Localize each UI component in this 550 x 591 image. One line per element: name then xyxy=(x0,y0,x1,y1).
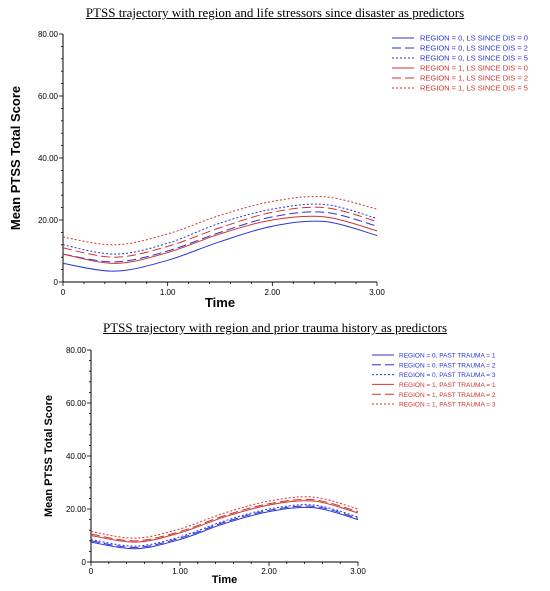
x-tick-label: 1.00 xyxy=(172,567,188,576)
chart-2: 0 20.00 40.00 60.00 80.00 0 1.00 2.00 3.00 Time Me… xyxy=(43,346,496,586)
series-line-4 xyxy=(90,500,359,543)
legend-label: REGION = 1, PAST TRAUMA = 1 xyxy=(399,382,496,389)
legend-label: REGION = 0, LS SINCE DIS = 0 xyxy=(420,34,528,43)
y-tick-label: 20.00 xyxy=(66,505,87,514)
x-tick-label: 0 xyxy=(89,567,94,576)
chart-1: 0 20.00 40.00 60.00 80.00 0 1.00 2.00 3.00 Time Me… xyxy=(8,30,528,310)
series-line-1 xyxy=(62,220,378,272)
series-line-5 xyxy=(90,498,359,542)
series-line-5 xyxy=(62,206,378,258)
x-axis-title: Time xyxy=(212,574,237,586)
series-line-3 xyxy=(90,504,359,547)
y-tick-label: 40.00 xyxy=(38,154,59,163)
y-tick-label: 60.00 xyxy=(38,92,59,101)
series-line-2 xyxy=(62,211,378,263)
legend-label: REGION = 0, PAST TRAUMA = 3 xyxy=(399,372,496,379)
series-line-6 xyxy=(62,195,378,246)
x-tick-label: 2.00 xyxy=(261,567,277,576)
series-line-1 xyxy=(90,506,359,550)
y-axis-title: Mean PTSS Total Score xyxy=(8,86,23,230)
y-axis-title: Mean PTSS Total Score xyxy=(43,395,55,517)
y-tick-label: 60.00 xyxy=(66,399,87,408)
x-tick-label: 3.00 xyxy=(350,567,366,576)
y-tick-label: 40.00 xyxy=(66,452,87,461)
legend-label: REGION = 0, PAST TRAUMA = 2 xyxy=(399,362,496,369)
y-tick-label: 0 xyxy=(82,558,87,567)
y-tick-label: 0 xyxy=(54,278,59,287)
series-line-6 xyxy=(90,496,359,539)
x-tick-label: 2.00 xyxy=(265,288,281,297)
x-tick-label: 3.00 xyxy=(369,288,385,297)
legend-label: REGION = 1, LS SINCE DIS = 5 xyxy=(420,84,528,93)
x-axis-title: Time xyxy=(205,295,235,310)
x-tick-label: 0 xyxy=(61,288,66,297)
legend-label: REGION = 0, LS SINCE DIS = 5 xyxy=(420,54,528,63)
series-line-3 xyxy=(62,203,378,255)
chart-2-title: PTSS trajectory with region and prior tr… xyxy=(102,320,448,335)
legend-label: REGION = 0, PAST TRAUMA = 1 xyxy=(399,353,496,360)
series-line-2 xyxy=(90,505,359,548)
legend-label: REGION = 1, LS SINCE DIS = 0 xyxy=(420,64,528,73)
legend-label: REGION = 1, PAST TRAUMA = 3 xyxy=(399,402,496,409)
legend-label: REGION = 0, LS SINCE DIS = 2 xyxy=(420,44,528,53)
legend-label: REGION = 1, PAST TRAUMA = 2 xyxy=(399,392,496,399)
y-tick-label: 80.00 xyxy=(38,30,59,39)
chart-1-title: PTSS trajectory with region and life str… xyxy=(85,5,465,20)
x-tick-label: 1.00 xyxy=(160,288,176,297)
legend-label: REGION = 1, LS SINCE DIS = 2 xyxy=(420,74,528,83)
y-tick-label: 20.00 xyxy=(38,216,59,225)
y-tick-label: 80.00 xyxy=(66,346,87,355)
series-line-4 xyxy=(62,215,378,264)
